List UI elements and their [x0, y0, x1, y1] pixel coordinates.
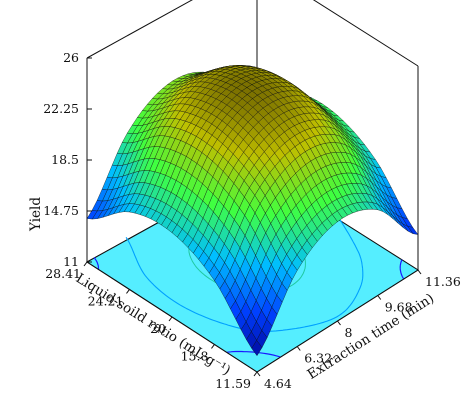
x-tick-labels: 4.64 6.32 8 9.68 11.36 [264, 274, 461, 391]
x-tick-label: 11.36 [425, 274, 461, 289]
x-tick-label: 4.64 [264, 376, 292, 391]
frame-top-left-edge [86, 0, 193, 59]
y-tick-label: 15.8 [181, 348, 209, 363]
x-tick-label: 8 [345, 325, 353, 340]
z-tick-label: 11 [63, 254, 79, 269]
x-tick-mark [256, 371, 261, 377]
z-tick-label: 26 [63, 50, 79, 65]
y-tick-label: 20 [150, 321, 166, 336]
frame-top-right-edge [312, 0, 419, 67]
y-tick-mark [126, 289, 130, 294]
z-axis-label: Yield [28, 197, 44, 232]
x-tick-mark [377, 295, 382, 300]
x-tick-mark [296, 346, 301, 351]
z-tick-label: 18.5 [51, 152, 79, 167]
y-tick-label: 11.59 [215, 376, 251, 391]
x-tick-label: 6.32 [304, 351, 332, 366]
contour-line-1 [93, 257, 405, 358]
y-tick-mark [253, 371, 258, 377]
x-tick-mark [417, 269, 422, 275]
response-surface [86, 65, 419, 357]
y-tick-labels: 11.59 15.8 20 24.21 28.41 [45, 266, 251, 391]
y-tick-label: 24.21 [88, 293, 124, 308]
z-tick-label: 14.75 [43, 203, 79, 218]
surface-cell [251, 339, 263, 357]
y-tick-mark [83, 261, 88, 267]
z-tick-label: 22.25 [43, 101, 79, 116]
z-tick-labels: 11 14.75 18.5 22.25 26 [43, 50, 79, 269]
x-tick-mark [337, 320, 341, 326]
x-tick-label: 9.68 [385, 300, 413, 315]
tick-marks [83, 57, 422, 377]
y-tick-mark [168, 316, 173, 322]
y-tick-label: 28.41 [45, 266, 81, 281]
y-tick-mark [211, 344, 215, 349]
